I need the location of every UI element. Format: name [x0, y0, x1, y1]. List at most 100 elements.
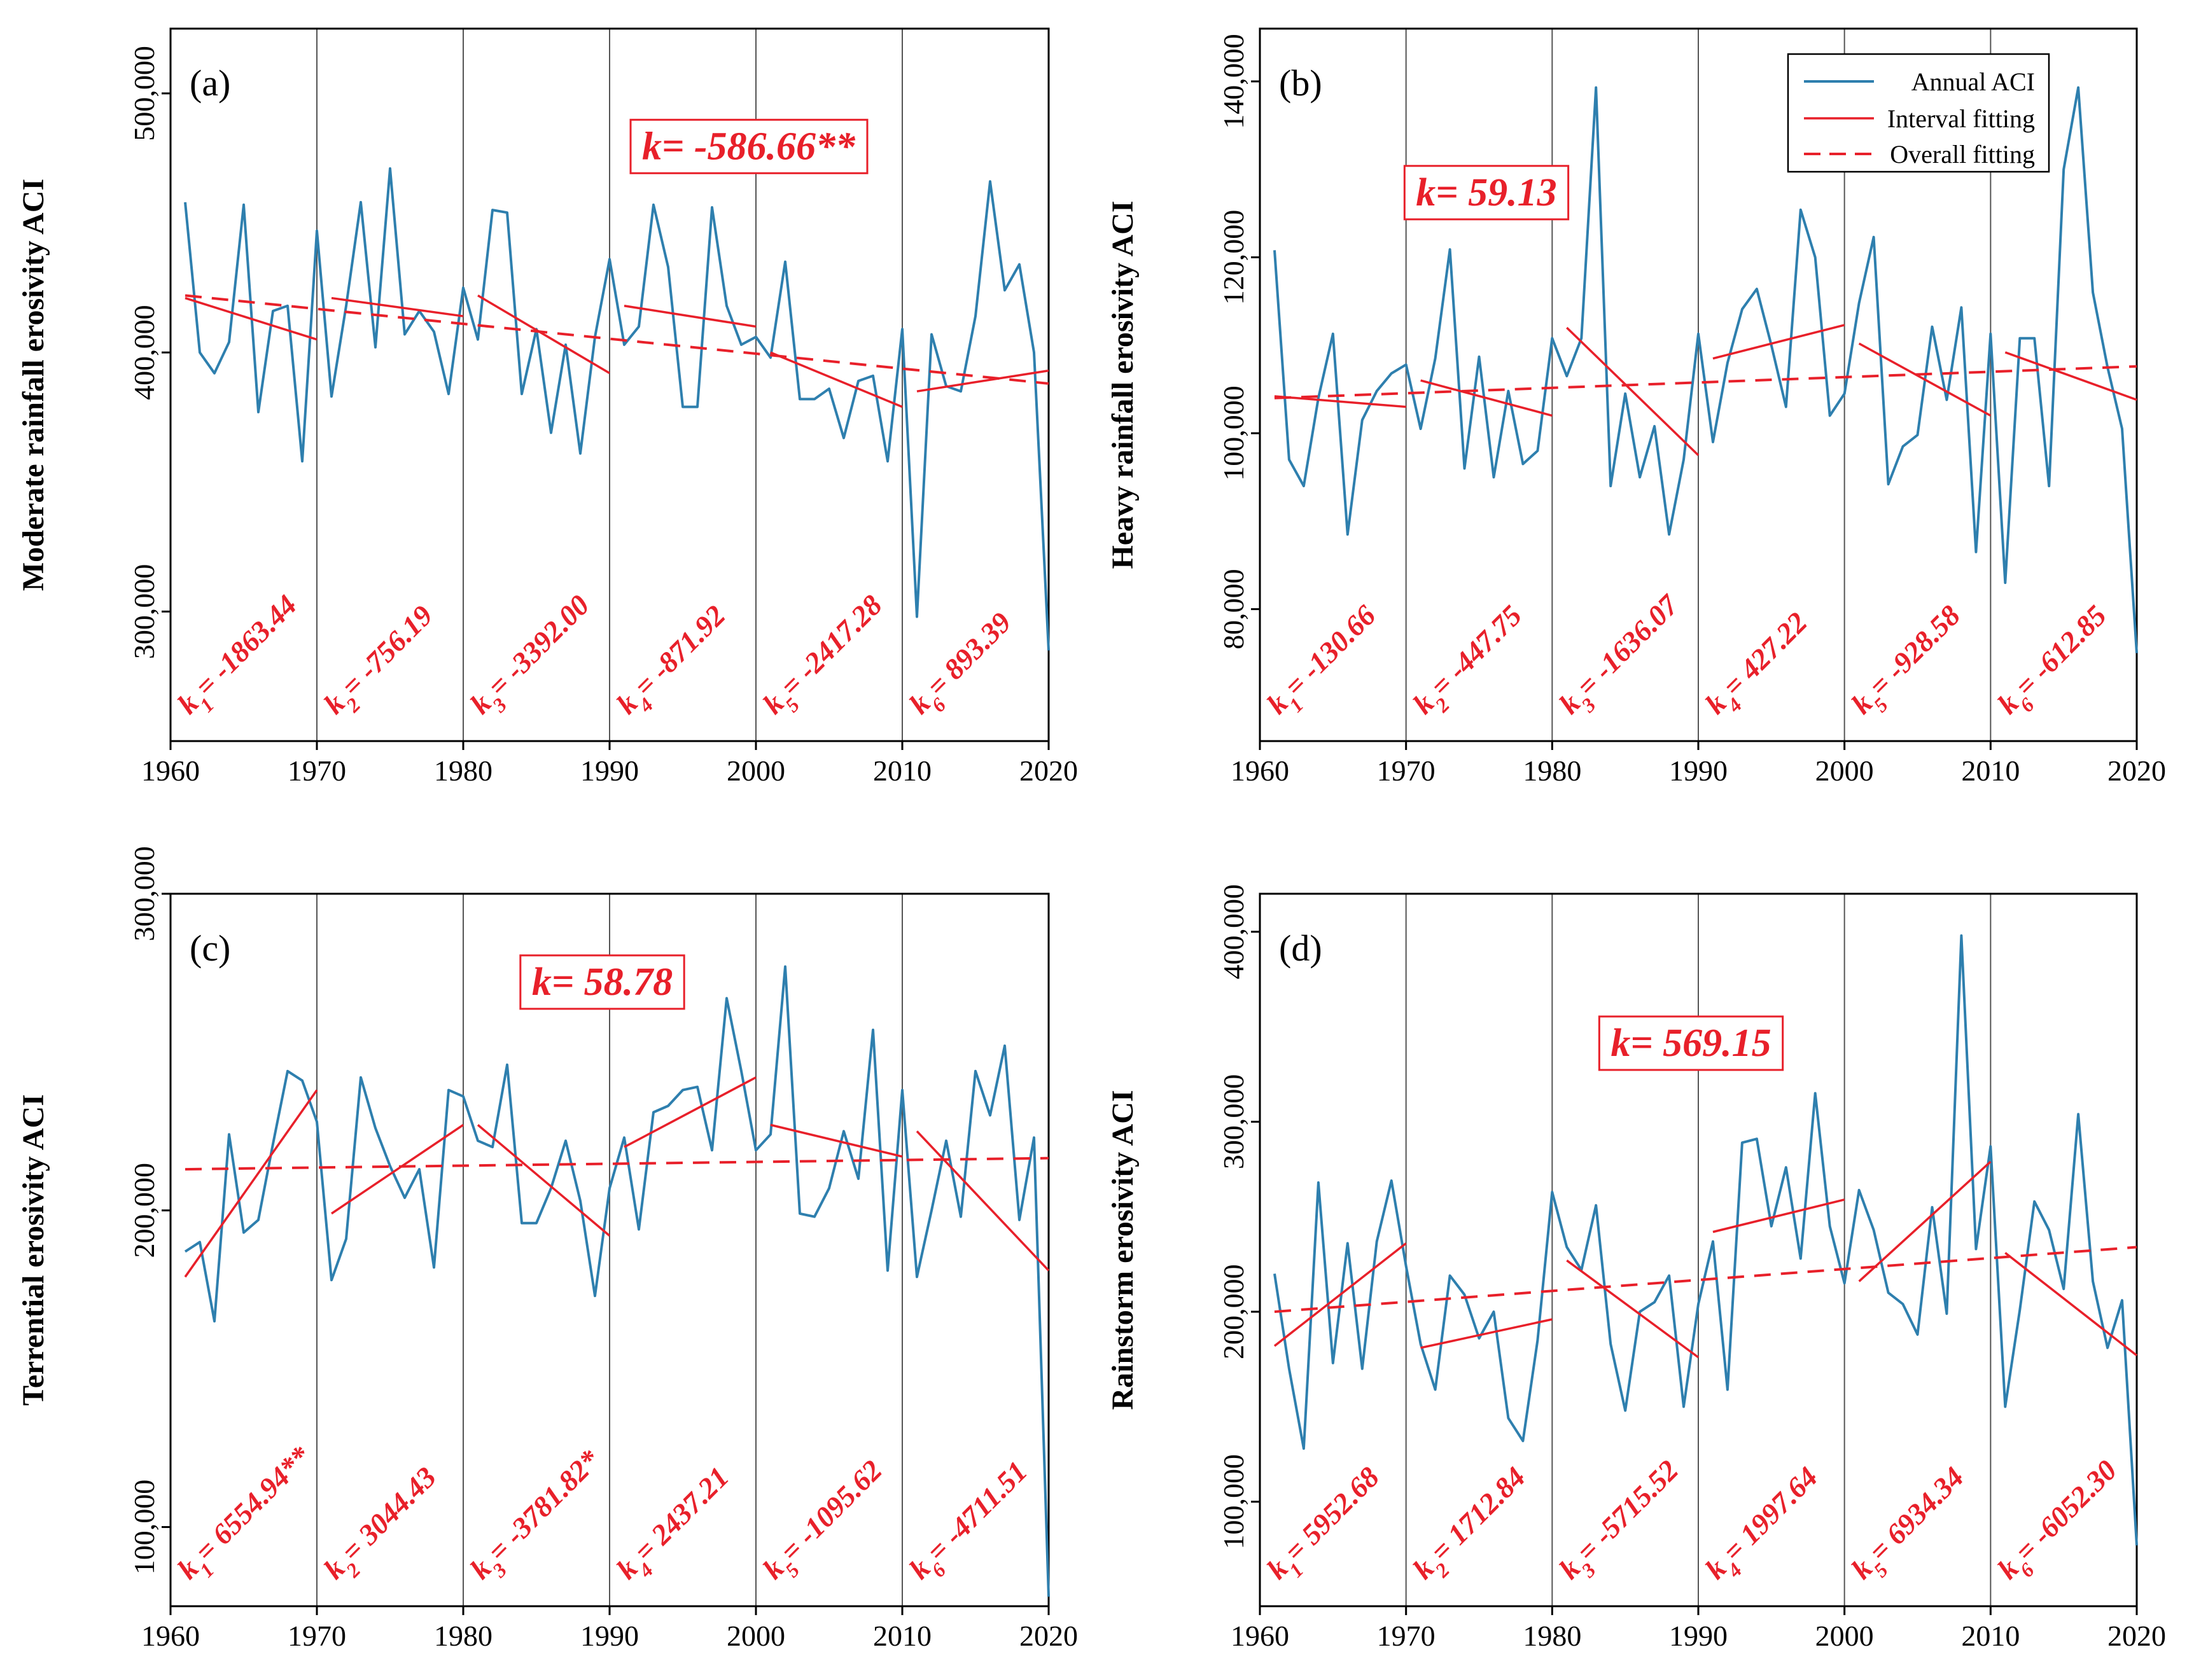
x-tick-label: 1980 [1523, 1620, 1581, 1652]
interval-fit-line [1858, 342, 1992, 417]
interval-slope-label: k3= -1636.07 [1553, 588, 1692, 727]
interval-slope-label: k1= -130.66 [1261, 599, 1388, 726]
x-tick-label: 1980 [1523, 754, 1581, 787]
interval-slope-label: k1= 6554.94** [171, 1440, 324, 1592]
overall-fit-line [185, 1156, 1049, 1171]
y-tick-label: 400,000 [128, 305, 160, 400]
interval-slope-label: k5= -1095.62 [757, 1454, 895, 1592]
overall-slope-label: k= -586.66** [642, 125, 856, 168]
legend-interval-label: Interval fitting [1887, 104, 2035, 133]
x-tick-label: 1970 [288, 1620, 346, 1652]
x-tick-label: 2000 [727, 1620, 785, 1652]
x-tick-label: 2020 [1019, 1620, 1078, 1652]
y-axis-label: Moderate rainfall erosivity ACI [17, 179, 50, 591]
interval-fit-line [916, 1130, 1050, 1272]
interval-slope-label: k1= -1863.44 [171, 588, 309, 726]
interval-slope-label: k2= -756.19 [318, 599, 445, 726]
x-tick-label: 2000 [1815, 1620, 1874, 1652]
legend-overall-label: Overall fitting [1890, 140, 2035, 169]
overall-slope-label: k= 569.15 [1611, 1022, 1771, 1065]
y-tick-label: 300,000 [128, 564, 160, 660]
interval-slope-label: k3= -3781.82* [464, 1443, 613, 1592]
panel-label: (a) [190, 62, 230, 104]
interval-fit-line [1712, 324, 1845, 360]
x-tick-label: 2010 [1961, 1620, 2020, 1652]
interval-slope-label: k6= -6052.30 [1991, 1454, 2129, 1592]
interval-fit-line [331, 1123, 464, 1215]
interval-fit-line [1566, 1260, 1700, 1359]
legend: Annual ACI Interval fitting Overall fittin… [1787, 53, 2050, 173]
interval-fit-line [916, 369, 1049, 392]
x-tick-label: 1970 [1377, 754, 1436, 787]
chart-panel-a: 1960 1970 1980 1990 2000 2010 2020 300,000 400,0… [17, 27, 1078, 787]
annual-aci-series [184, 167, 1050, 651]
interval-fit-line [1420, 1318, 1553, 1349]
x-tick-label: 2010 [1961, 754, 2020, 787]
annual-aci-series [184, 965, 1050, 1597]
interval-slope-label: k5= 6934.34 [1845, 1461, 1977, 1592]
x-tick-label: 1960 [141, 754, 200, 787]
interval-slope-label: k4= -871.92 [610, 599, 738, 726]
y-tick-label: 500,000 [128, 46, 160, 141]
x-tick-label: 2010 [873, 754, 932, 787]
x-tick-label: 2000 [727, 754, 785, 787]
panel-label: (b) [1279, 62, 1322, 104]
chart-panel-d: 1960 1970 1980 1990 2000 2010 2020 100,000 200,0… [1106, 884, 2166, 1652]
interval-slope-label: k6= -4711.51 [903, 1455, 1040, 1592]
interval-fit-line [770, 1123, 903, 1158]
x-tick-label: 1990 [1669, 1620, 1728, 1652]
interval-slope-label: k5= -2417.28 [757, 588, 895, 726]
annual-aci-series [1273, 934, 2138, 1546]
interval-fit-line [331, 296, 464, 317]
interval-fit-line [770, 351, 903, 408]
overall-fit-line [185, 294, 1049, 385]
overall-slope-label: k= 58.78 [532, 961, 673, 1004]
overall-slope-box [519, 954, 685, 1010]
y-axis-label: Rainstorm erosivity ACI [1106, 1090, 1140, 1410]
x-tick-label: 1970 [1377, 1620, 1436, 1652]
y-axis-label: Terrential erosivity ACI [17, 1094, 50, 1406]
interval-fit-line [1858, 1160, 1992, 1282]
y-tick-label: 80,000 [1217, 569, 1250, 649]
interval-slope-label: k2= 1712.84 [1407, 1461, 1539, 1592]
overall-fit-line [1274, 1246, 2137, 1314]
y-tick-label: 100,000 [1217, 1454, 1250, 1550]
interval-slope-label: k2= 3044.43 [318, 1461, 449, 1592]
y-tick-label: 200,000 [1217, 1264, 1250, 1359]
x-tick-label: 1960 [1231, 1620, 1289, 1652]
interval-fit-line [184, 1089, 318, 1278]
interval-fit-line [624, 1076, 757, 1148]
panel-label: (c) [190, 927, 230, 969]
x-tick-label: 2020 [1019, 754, 1078, 787]
legend-box [1787, 53, 2050, 173]
interval-fit-line [1274, 395, 1406, 408]
interval-fit-line [2004, 351, 2137, 401]
interval-fit-line [2004, 1252, 2138, 1357]
x-tick-label: 1960 [141, 1620, 200, 1652]
annual-aci-series [1273, 86, 2138, 653]
overall-fit-line [1274, 364, 2137, 399]
interval-slope-label: k4= 427.22 [1699, 606, 1820, 726]
interval-fit-line [477, 1124, 611, 1237]
overall-slope-box [1598, 1015, 1784, 1071]
x-tick-label: 1960 [1231, 754, 1289, 787]
y-tick-label: 200,000 [128, 1163, 160, 1258]
interval-slope-label: k3= -5715.52 [1553, 1454, 1691, 1592]
y-tick-label: 140,000 [1217, 34, 1250, 129]
x-tick-label: 1990 [580, 754, 639, 787]
y-tick-label: 100,000 [1217, 385, 1250, 481]
y-tick-label: 100,000 [128, 1480, 160, 1575]
y-tick-label: 400,000 [1217, 884, 1250, 980]
interval-fit-line [1273, 1242, 1407, 1347]
y-axis-label: Heavy rainfall erosivity ACI [1106, 200, 1140, 569]
overall-slope-box [1403, 165, 1570, 221]
interval-slope-label: k6= 893.39 [903, 606, 1024, 726]
legend-annual-label: Annual ACI [1911, 67, 2035, 96]
x-tick-label: 1990 [1669, 754, 1728, 787]
overall-slope-box [629, 118, 869, 174]
interval-fit-line [624, 305, 757, 328]
y-tick-label: 300,000 [128, 846, 160, 941]
interval-fit-line [477, 294, 610, 375]
interval-fit-line [1420, 379, 1553, 417]
